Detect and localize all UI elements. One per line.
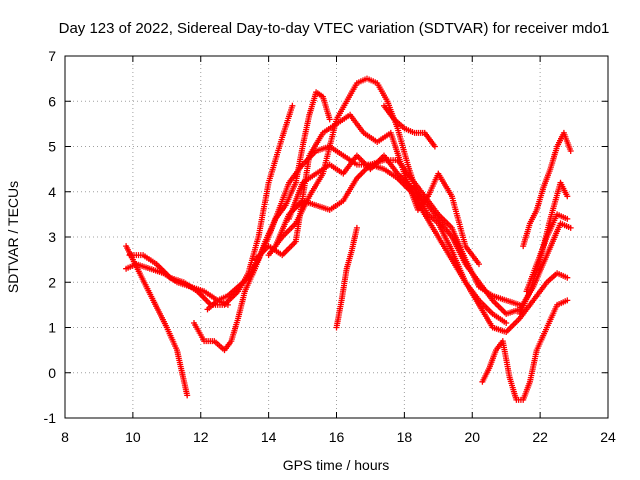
x-tick-label: 22 [532, 429, 548, 445]
y-tick-label: 7 [48, 48, 56, 64]
series-track-14 [520, 129, 574, 250]
y-tick-label: 1 [48, 320, 56, 336]
data-point [564, 274, 571, 281]
data-point [289, 102, 296, 109]
data-point [431, 143, 438, 150]
data-point [503, 320, 510, 326]
series-track-11 [333, 224, 360, 331]
series-track-10 [381, 102, 438, 150]
y-tick-label: -1 [44, 410, 57, 426]
y-tick-label: 4 [48, 184, 56, 200]
series-track-3 [126, 102, 296, 308]
data-point [326, 116, 333, 123]
data-point [184, 392, 191, 399]
y-tick-label: 3 [48, 229, 56, 245]
data-point [353, 224, 360, 231]
series-track-12 [479, 297, 571, 403]
data-point [567, 224, 574, 231]
series-track-9 [286, 152, 574, 317]
data-point [567, 148, 574, 154]
data-point [564, 215, 571, 222]
x-tick-label: 20 [464, 429, 480, 445]
y-tick-label: 0 [48, 365, 56, 381]
x-tick-label: 18 [397, 429, 413, 445]
x-tick-label: 14 [261, 429, 277, 445]
x-tick-label: 10 [125, 429, 141, 445]
series-track-8 [265, 75, 510, 326]
x-axis-label: GPS time / hours [283, 457, 390, 473]
y-tick-label: 2 [48, 274, 56, 290]
data-point [476, 261, 482, 268]
x-tick-label: 24 [600, 429, 616, 445]
y-tick-label: 6 [48, 93, 56, 109]
x-tick-label: 16 [329, 429, 345, 445]
y-tick-label: 5 [48, 139, 56, 155]
x-tick-label: 12 [193, 429, 209, 445]
chart-title: Day 123 of 2022, Sidereal Day-to-day VTE… [59, 20, 610, 37]
series-track-1 [123, 243, 191, 399]
grid-lines [65, 56, 608, 418]
data-point [564, 193, 571, 200]
y-axis-label: SDTVAR / TECUs [5, 181, 21, 293]
series-track-15 [523, 211, 571, 295]
x-tick-label: 8 [61, 429, 69, 445]
data-point [564, 297, 571, 304]
data-marks [123, 75, 574, 403]
